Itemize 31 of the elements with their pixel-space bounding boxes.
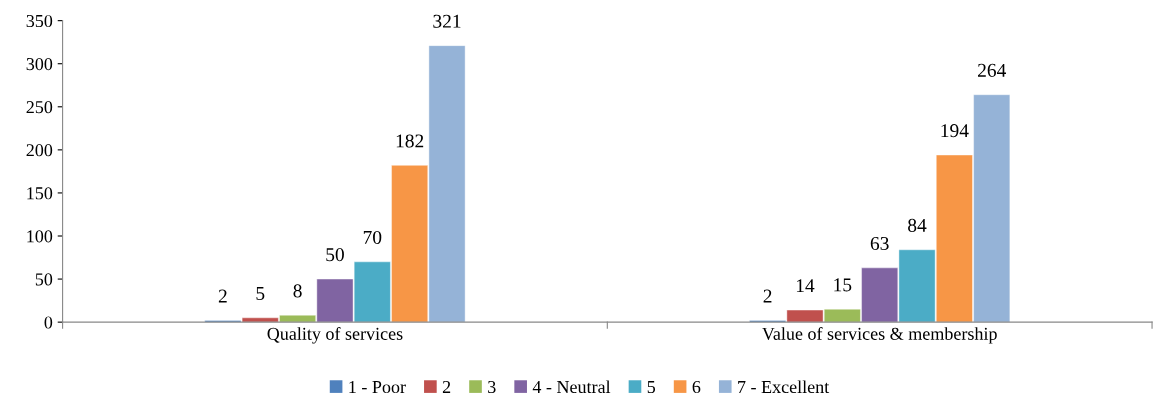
y-tick-label: 50 [35, 273, 53, 286]
x-tick-label: Quality of services [267, 327, 403, 344]
data-label: 15 [834, 278, 852, 292]
data-label: 70 [363, 230, 382, 244]
y-tick-label: 300 [26, 57, 53, 71]
y-tick-label: 0 [44, 316, 53, 329]
legend-label: 4 - Neutral [532, 380, 611, 394]
data-label: 8 [293, 284, 302, 298]
y-tick-label: 250 [26, 101, 53, 114]
y-tick-label: 200 [26, 144, 53, 157]
data-label: 264 [978, 63, 1007, 77]
y-tick-label: 350 [26, 14, 53, 28]
data-label: 63 [870, 236, 889, 251]
legend-label: 6 [692, 380, 701, 394]
x-tick-label: Value of services & membership [762, 327, 997, 344]
legend-label: 3 [488, 380, 496, 394]
data-label: 50 [326, 248, 344, 262]
data-label: 194 [941, 124, 969, 138]
y-tick-label: 100 [27, 230, 53, 243]
legend-label: 1 - Poor [349, 380, 406, 394]
data-label: 84 [908, 218, 927, 232]
data-label: 182 [396, 134, 424, 148]
data-label: 5 [256, 287, 265, 300]
legend-label: 7 - Excellent [738, 380, 830, 394]
legend-label: 5 [647, 381, 656, 394]
data-label: 321 [433, 14, 461, 28]
y-tick-label: 150 [27, 187, 53, 200]
data-label: 2 [763, 289, 772, 303]
data-label: 14 [796, 279, 815, 293]
legend-label: 2 [442, 380, 451, 393]
data-label: 2 [218, 289, 227, 303]
